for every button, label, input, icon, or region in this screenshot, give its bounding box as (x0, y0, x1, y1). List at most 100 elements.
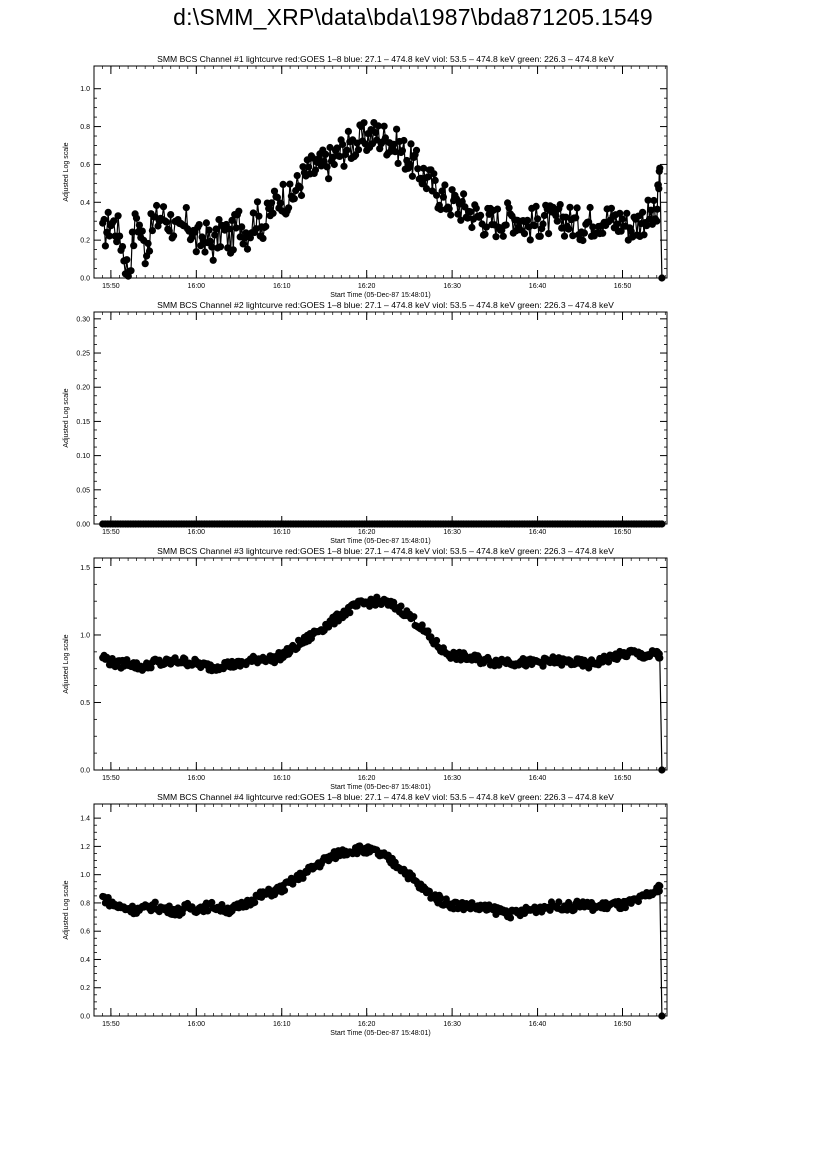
data-point (623, 210, 630, 217)
data-point (656, 654, 663, 661)
data-point (640, 231, 647, 238)
data-point (152, 899, 159, 906)
data-point (407, 140, 414, 147)
data-point (324, 163, 331, 170)
data-point (115, 212, 122, 219)
x-tick-label: 15:50 (102, 775, 120, 782)
x-axis-label: Start Time (05-Dec-87 15:48:01) (330, 784, 430, 791)
data-point (254, 198, 261, 205)
data-point (210, 257, 217, 264)
x-tick-label: 16:30 (443, 775, 461, 782)
data-point (587, 204, 594, 211)
data-point (619, 215, 626, 222)
data-point (270, 210, 277, 217)
y-tick-label: 0.0 (80, 768, 90, 775)
series-line (103, 597, 662, 770)
y-tick-label: 1.5 (80, 565, 90, 572)
data-point (238, 223, 245, 230)
data-point (656, 165, 663, 172)
data-point (477, 212, 484, 219)
data-point (639, 209, 646, 216)
data-point (447, 211, 454, 218)
x-tick-label: 16:40 (529, 1021, 547, 1028)
data-point (531, 222, 538, 229)
y-tick-label: 0.2 (80, 985, 90, 992)
chart-panel-2: SMM BCS Channel #2 lightcurve red:GOES 1… (63, 300, 667, 545)
data-point (557, 201, 564, 208)
data-point (226, 225, 233, 232)
data-point (613, 221, 620, 228)
chart-panel-3: SMM BCS Channel #3 lightcurve red:GOES 1… (63, 546, 667, 791)
data-point (294, 172, 301, 179)
y-tick-label: 0.15 (76, 419, 90, 426)
y-tick-label: 0.30 (76, 316, 90, 323)
data-point (655, 185, 662, 192)
y-tick-label: 0.05 (76, 487, 90, 494)
data-point (581, 230, 588, 237)
data-point (534, 215, 541, 222)
y-tick-label: 0.25 (76, 351, 90, 358)
x-tick-label: 16:20 (358, 283, 376, 290)
data-point (481, 231, 488, 238)
data-point (149, 227, 156, 234)
data-point (653, 218, 660, 225)
data-point (345, 128, 352, 135)
data-point (235, 208, 242, 215)
data-point (123, 256, 130, 263)
data-point (286, 181, 293, 188)
data-point (579, 237, 586, 244)
data-point (608, 205, 615, 212)
y-tick-label: 1.4 (80, 816, 90, 823)
data-point (658, 1012, 665, 1019)
x-tick-label: 15:50 (102, 1021, 120, 1028)
data-point (346, 609, 353, 616)
data-point (312, 166, 319, 173)
data-point (410, 613, 417, 620)
data-point (460, 190, 467, 197)
y-tick-label: 0.8 (80, 124, 90, 131)
data-point (561, 233, 568, 240)
y-tick-label: 1.0 (80, 632, 90, 639)
data-point (217, 243, 224, 250)
data-point (145, 240, 152, 247)
plot-frame (94, 312, 667, 524)
data-point (160, 203, 167, 210)
data-point (280, 181, 287, 188)
data-point (339, 141, 346, 148)
data-point (656, 882, 663, 889)
y-tick-label: 0.0 (80, 1014, 90, 1021)
y-tick-label: 1.0 (80, 872, 90, 879)
data-point (285, 204, 292, 211)
y-tick-label: 0.4 (80, 957, 90, 964)
data-point (206, 227, 213, 234)
x-tick-label: 16:50 (614, 1021, 632, 1028)
data-point (170, 232, 177, 239)
data-point (454, 211, 461, 218)
y-tick-label: 0.6 (80, 929, 90, 936)
y-tick-label: 0.0 (80, 276, 90, 283)
chart-title: SMM BCS Channel #3 lightcurve red:GOES 1… (157, 546, 614, 556)
data-point (203, 219, 210, 226)
data-point (574, 204, 581, 211)
data-point (340, 163, 347, 170)
data-point (473, 205, 480, 212)
x-tick-label: 16:50 (614, 283, 632, 290)
x-tick-label: 16:10 (273, 1021, 291, 1028)
x-tick-label: 15:50 (102, 529, 120, 536)
y-tick-label: 0.00 (76, 522, 90, 529)
x-tick-label: 16:00 (188, 775, 206, 782)
data-point (153, 202, 160, 209)
data-point (277, 200, 284, 207)
y-tick-label: 0.8 (80, 900, 90, 907)
y-tick-label: 0.10 (76, 453, 90, 460)
chart-panel-4: SMM BCS Channel #4 lightcurve red:GOES 1… (63, 792, 667, 1037)
data-point (440, 194, 447, 201)
data-point (500, 233, 507, 240)
data-point (537, 233, 544, 240)
data-point (506, 204, 513, 211)
data-point (647, 207, 654, 214)
data-point (251, 899, 258, 906)
x-tick-label: 16:40 (529, 529, 547, 536)
y-axis-label: Adjusted Log scale (63, 388, 70, 447)
